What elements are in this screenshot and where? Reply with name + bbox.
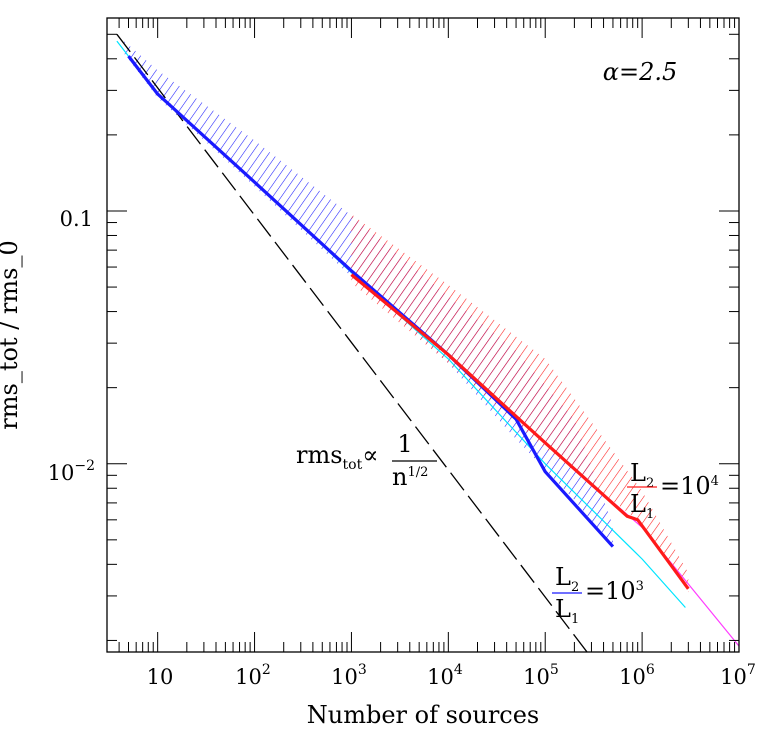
blue-band-hatched — [124, 41, 613, 547]
x-axis-label: Number of sources — [307, 701, 540, 729]
x-tick-label-1e4: 104 — [427, 662, 463, 689]
x-tick-label-1e7: 107 — [720, 662, 756, 689]
svg-text:L1: L1 — [555, 595, 579, 627]
svg-text:n1/2: n1/2 — [392, 463, 428, 491]
blue-ratio-annotation: L2 L1 =103 — [552, 563, 644, 627]
x-tick-label-1e5: 105 — [523, 662, 559, 689]
svg-text:L1: L1 — [630, 490, 654, 522]
svg-text:rmstot∝: rmstot∝ — [296, 441, 378, 473]
red-band-hatched — [351, 214, 689, 593]
red-mean-line — [350, 273, 690, 590]
x-tick-label-1e3: 103 — [331, 662, 367, 689]
reference-line — [116, 33, 588, 652]
y-axis-label: rms_tot / rms_0 — [0, 240, 23, 429]
red-ratio-annotation: L2 L1 =104 — [627, 459, 719, 522]
svg-text:L2: L2 — [630, 459, 654, 491]
svg-text:=103: =103 — [585, 577, 644, 605]
alpha-annotation: α=2.5 — [603, 58, 677, 86]
y-tick-label-0.1: 0.1 — [60, 207, 93, 231]
svg-text:L2: L2 — [555, 563, 579, 595]
svg-text:1: 1 — [397, 430, 412, 458]
svg-text:=104: =104 — [660, 472, 719, 500]
x-tick-label-10: 10 — [147, 665, 174, 689]
plot-frame — [106, 17, 740, 653]
reference-law-annotation: rmstot∝ 1 n1/2 — [296, 430, 437, 491]
x-tick-label-1e6: 106 — [619, 662, 655, 689]
x-tick-label-1e2: 102 — [235, 662, 271, 689]
y-tick-label-1e-2: 10−2 — [48, 458, 95, 485]
